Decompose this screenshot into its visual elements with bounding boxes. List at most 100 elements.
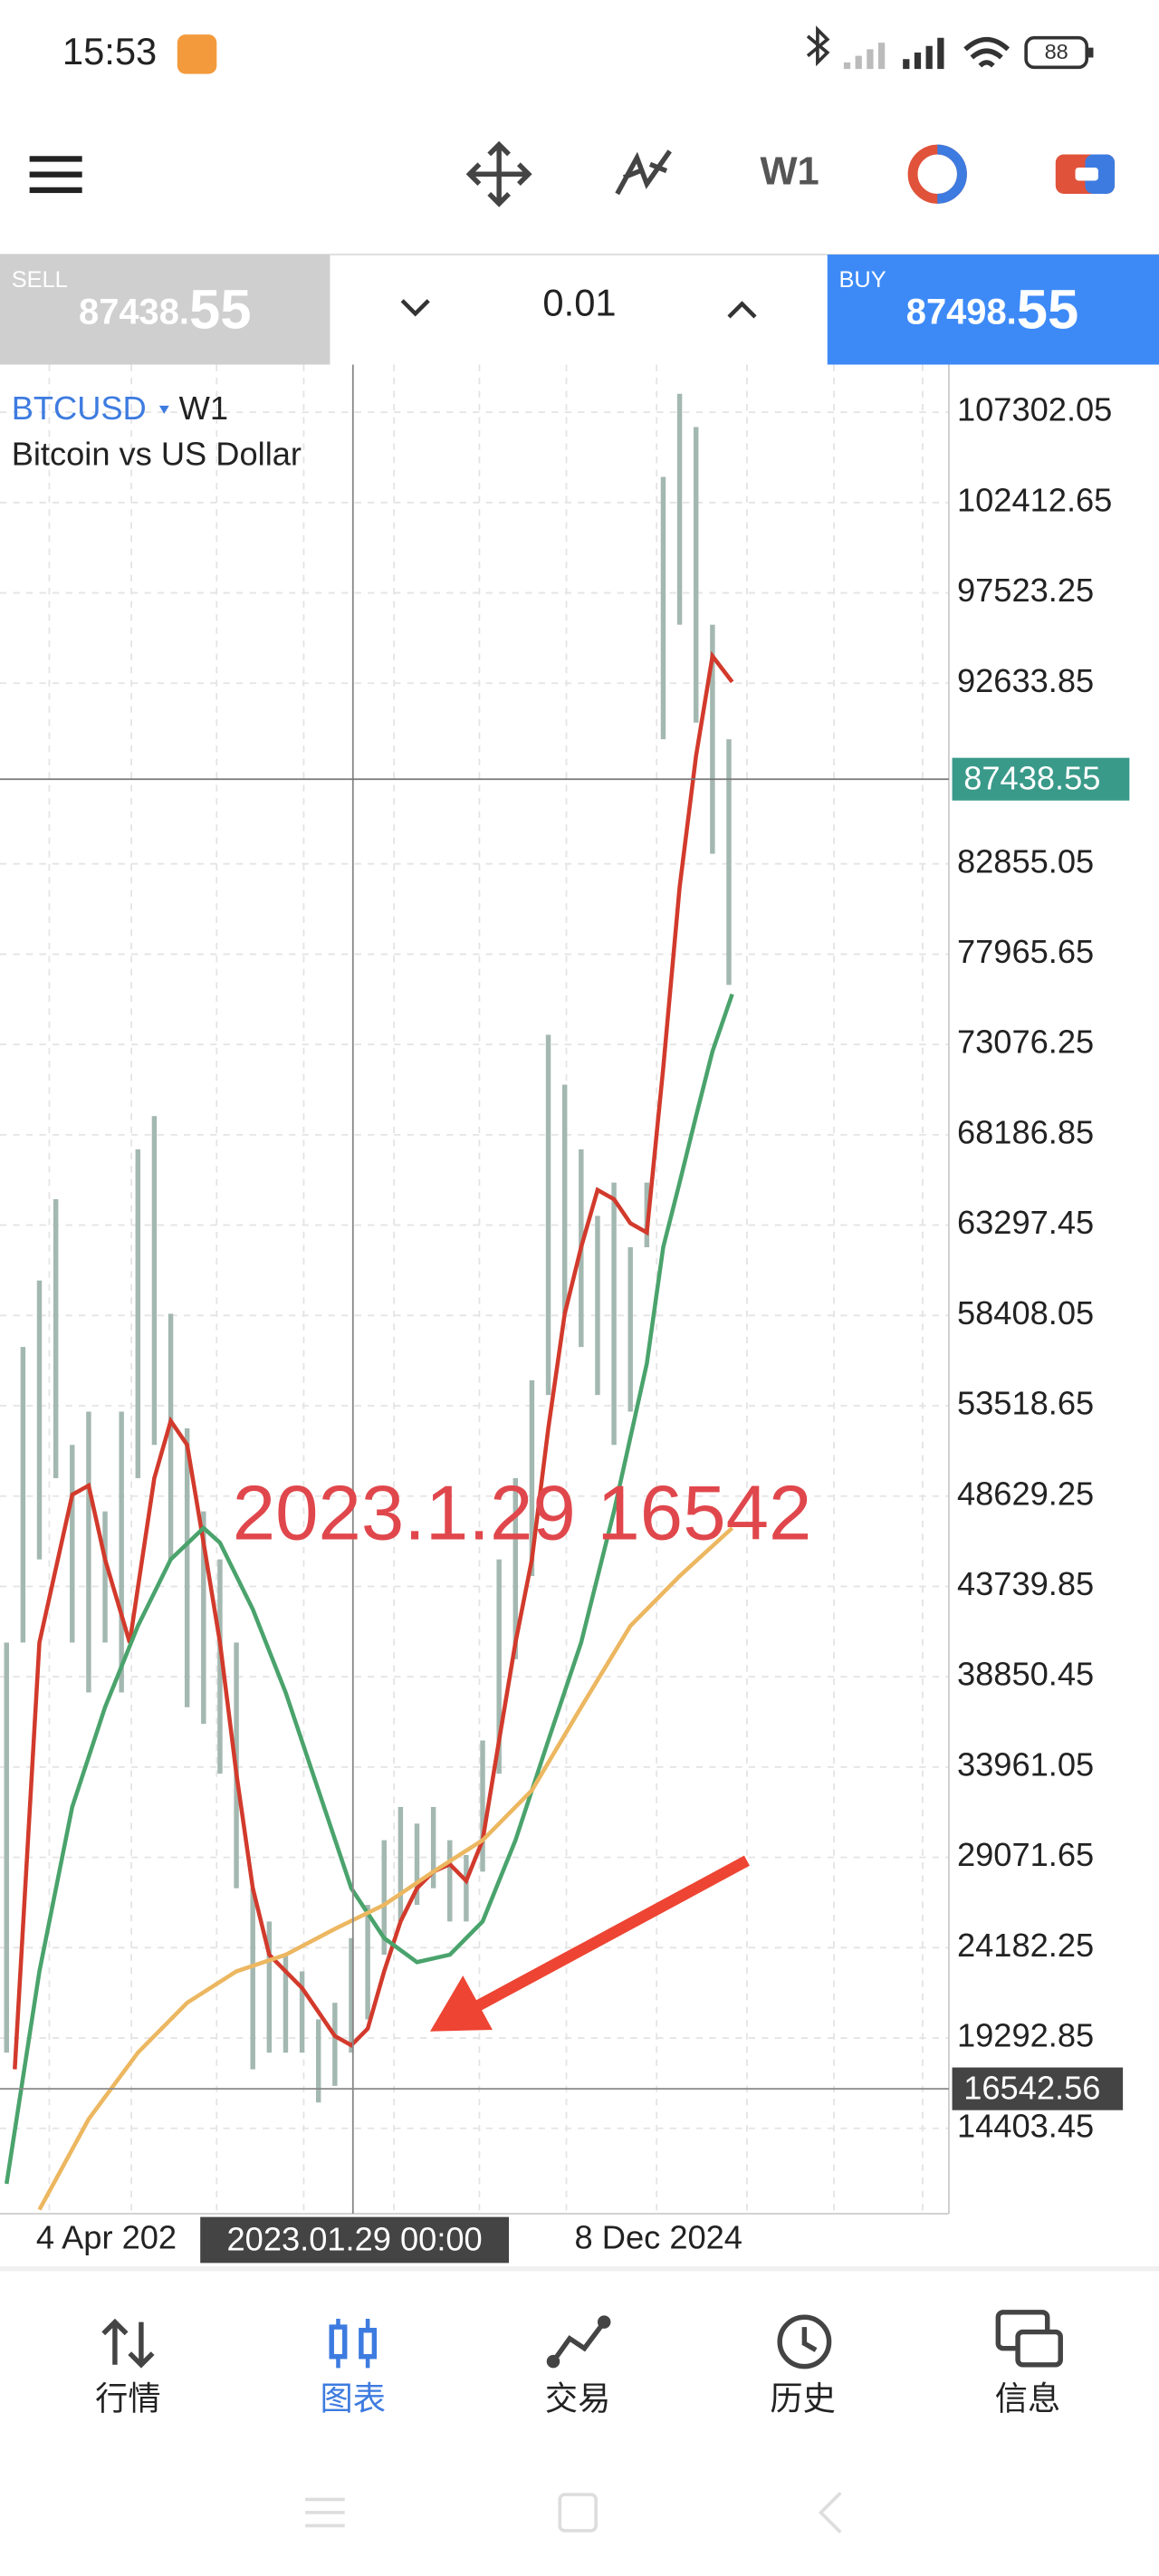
candle bbox=[480, 1740, 485, 1872]
recent-apps[interactable] bbox=[305, 2497, 345, 2528]
candle bbox=[217, 1559, 223, 1774]
candle bbox=[611, 1182, 617, 1446]
y-tick-label: 53518.65 bbox=[957, 1385, 1094, 1422]
nav-label[interactable]: 信息 bbox=[995, 2379, 1061, 2417]
color-icon-half bbox=[1085, 154, 1116, 194]
y-tick-label: 29071.65 bbox=[957, 1836, 1094, 1873]
y-tick-label: 63297.45 bbox=[957, 1204, 1094, 1241]
candle bbox=[250, 1888, 255, 2070]
nav-icon bbox=[597, 2315, 611, 2329]
volume-down[interactable] bbox=[400, 299, 430, 317]
y-tick-label: 24182.25 bbox=[957, 1927, 1094, 1964]
symbol[interactable]: BTCUSD bbox=[12, 389, 147, 427]
y-tick-label: 68186.85 bbox=[957, 1113, 1094, 1150]
crosshair-time: 2023.01.29 00:00 bbox=[227, 2220, 483, 2257]
y-tick-label: 77965.65 bbox=[957, 933, 1094, 970]
trade-panel: SELL 87438.55 0.01 BUY 87498.55 bbox=[0, 255, 1159, 365]
candle bbox=[660, 476, 666, 740]
sell-price-main: 87438. bbox=[79, 292, 189, 332]
buy-price-main: 87498. bbox=[906, 292, 1017, 332]
candle bbox=[184, 1427, 190, 1707]
crosshair-price-box bbox=[952, 2067, 1124, 2110]
sell-price: 87438.55 bbox=[79, 279, 252, 341]
y-axis: 107302.05 102412.65 97523.25 92633.85 82855.… bbox=[957, 391, 1112, 2145]
candle bbox=[316, 2019, 321, 2103]
candle bbox=[119, 1411, 124, 1693]
nav-icon bbox=[1015, 2329, 1063, 2368]
crosshair-price-label: 16542.56 bbox=[963, 2070, 1100, 2107]
candle bbox=[283, 1955, 289, 2053]
buy-label: BUY bbox=[838, 267, 886, 293]
nav-label[interactable]: 图表 bbox=[321, 2379, 387, 2417]
nav-label[interactable]: 历史 bbox=[770, 2379, 836, 2417]
battery-tip bbox=[1088, 47, 1094, 58]
arrow-head bbox=[430, 1975, 493, 2032]
current-price-box bbox=[952, 757, 1130, 801]
home[interactable] bbox=[558, 2493, 598, 2533]
nav-icon bbox=[777, 2314, 832, 2369]
nav-label[interactable]: 行情 bbox=[95, 2379, 161, 2417]
bluetooth-icon bbox=[806, 25, 830, 67]
annotation: 2023.1.29 16542 bbox=[233, 1471, 812, 1557]
menu-bar bbox=[29, 171, 82, 178]
nav-icon bbox=[546, 2354, 560, 2369]
menu-bar bbox=[29, 156, 82, 162]
y-tick-label: 14403.45 bbox=[957, 2107, 1094, 2144]
clock: 15:53 bbox=[62, 30, 157, 72]
candle bbox=[102, 1511, 108, 1643]
candle bbox=[168, 1313, 174, 1560]
candle bbox=[710, 624, 715, 854]
candle bbox=[512, 1477, 519, 1659]
candle bbox=[595, 1216, 600, 1396]
signal-icon bbox=[903, 37, 944, 70]
menu-button[interactable] bbox=[29, 156, 82, 194]
chart-timeframe: W1 bbox=[179, 389, 228, 427]
arrow-shaft bbox=[473, 1855, 750, 2013]
candle bbox=[53, 1198, 59, 1478]
color-icon-center bbox=[1075, 167, 1098, 181]
candle bbox=[36, 1280, 43, 1560]
candle bbox=[151, 1116, 158, 1446]
candle bbox=[496, 1559, 502, 1774]
moving-average bbox=[37, 1526, 734, 2211]
sell-button[interactable] bbox=[0, 255, 330, 365]
candle bbox=[135, 1149, 141, 1478]
candle bbox=[464, 1854, 469, 1922]
candle bbox=[266, 1921, 273, 2053]
candle bbox=[349, 1937, 354, 2053]
nav-icon bbox=[101, 2318, 155, 2369]
battery-level: 88 bbox=[1045, 40, 1068, 63]
app-icon bbox=[177, 34, 217, 74]
status-bar: 15:53 88 bbox=[62, 25, 1094, 74]
candle bbox=[365, 1905, 370, 2020]
plot-area bbox=[4, 393, 734, 2211]
y-tick-label: 107302.05 bbox=[957, 391, 1112, 428]
candle bbox=[561, 1084, 568, 1314]
nav-label[interactable]: 交易 bbox=[545, 2379, 611, 2417]
candle bbox=[381, 1840, 387, 1956]
candle bbox=[676, 393, 683, 625]
y-tick-label: 43739.85 bbox=[957, 1565, 1094, 1602]
y-tick-label: 102412.65 bbox=[957, 481, 1112, 518]
crosshair-time-box bbox=[200, 2216, 510, 2264]
buy-button[interactable] bbox=[827, 255, 1159, 365]
symbol-description: Bitcoin vs US Dollar bbox=[12, 436, 302, 473]
timeframe-button[interactable]: W1 bbox=[760, 150, 819, 194]
sell-label: SELL bbox=[12, 267, 68, 293]
volume[interactable]: 0.01 bbox=[542, 281, 616, 323]
y-tick-label: 82855.05 bbox=[957, 842, 1094, 879]
back[interactable] bbox=[818, 2491, 842, 2534]
moving-average bbox=[5, 993, 734, 2185]
wifi-icon bbox=[963, 36, 1011, 68]
volume-up[interactable] bbox=[727, 301, 757, 319]
candle bbox=[4, 1642, 9, 2053]
gesture-bar bbox=[305, 2491, 842, 2534]
buy-price-frac: 55 bbox=[1017, 279, 1079, 341]
candle bbox=[545, 1034, 551, 1396]
move-icon[interactable] bbox=[465, 140, 532, 207]
indicator-icon[interactable] bbox=[615, 149, 672, 196]
battery-icon bbox=[1024, 35, 1089, 70]
x-axis-label: 4 Apr 202 bbox=[36, 2219, 177, 2256]
y-tick-label: 92633.85 bbox=[957, 662, 1094, 699]
